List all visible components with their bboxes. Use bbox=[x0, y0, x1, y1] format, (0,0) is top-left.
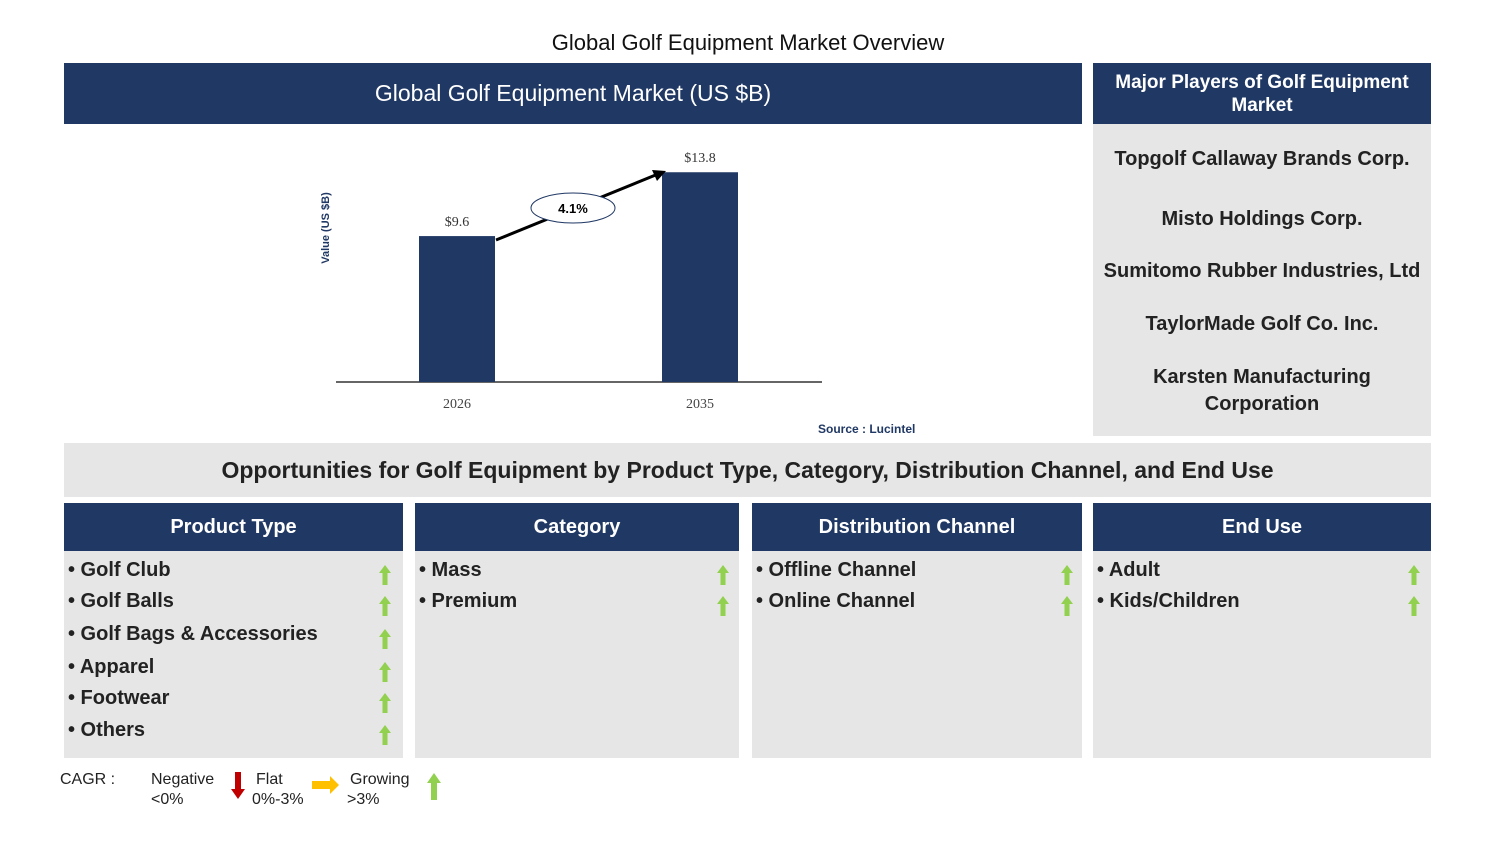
legend-label: CAGR : bbox=[60, 771, 116, 788]
legend-flat-range: 0%-3% bbox=[252, 791, 304, 808]
legend-negative: Negative bbox=[151, 771, 215, 788]
cagr-bubble bbox=[530, 192, 616, 224]
list-item: • Kids/Children bbox=[1097, 590, 1240, 612]
list-item: • Golf Club bbox=[68, 559, 171, 581]
column-header: Distribution Channel bbox=[752, 503, 1082, 551]
list-item: • Online Channel bbox=[756, 590, 916, 612]
x-tick-label: 2035 bbox=[686, 397, 714, 412]
x-tick-label: 2026 bbox=[443, 397, 471, 412]
legend-flat: Flat bbox=[256, 771, 283, 788]
cagr-arrowhead bbox=[652, 170, 666, 181]
bar-2035 bbox=[662, 172, 738, 382]
list-item: • Golf Bags & Accessories bbox=[68, 623, 318, 645]
bar-chart: Value (US $B) $9.6 2026 $13.8 2035 4.1% Sou… bbox=[320, 151, 915, 436]
up-arrow-icon bbox=[427, 773, 441, 800]
column-body: • Golf Club • Golf Balls • Golf Bags & Acc… bbox=[64, 551, 403, 758]
player-item: TaylorMade Golf Co. Inc. bbox=[1145, 313, 1379, 335]
chart-header: Global Golf Equipment Market (US $B) bbox=[64, 63, 1082, 124]
growth-up-arrow-icon bbox=[379, 725, 391, 745]
player-item: Misto Holdings Corp. bbox=[1161, 208, 1363, 230]
source-label: Source : Lucintel bbox=[818, 422, 915, 436]
column-body: • Offline Channel • Online Channel bbox=[752, 551, 1082, 758]
player-item: Sumitomo Rubber Industries, Ltd bbox=[1103, 260, 1421, 282]
column-header: End Use bbox=[1093, 503, 1431, 551]
list-item: • Others bbox=[68, 719, 146, 741]
growth-up-arrow-icon bbox=[1408, 596, 1420, 616]
player-item: Karsten Manufacturing Corporation bbox=[1153, 366, 1371, 415]
column-header: Category bbox=[415, 503, 739, 551]
list-item: • Footwear bbox=[68, 687, 170, 709]
growth-up-arrow-icon bbox=[379, 693, 391, 713]
list-item: • Apparel bbox=[68, 656, 155, 678]
list-item: • Golf Balls bbox=[68, 590, 174, 612]
list-item: • Mass bbox=[419, 559, 482, 581]
growth-up-arrow-icon bbox=[379, 565, 391, 585]
growth-up-arrow-icon bbox=[379, 596, 391, 616]
growth-up-arrow-icon bbox=[1408, 565, 1420, 585]
players-header: Major Players of Golf Equipment Market bbox=[1093, 63, 1431, 124]
legend-growing: Growing bbox=[350, 771, 410, 788]
page-title: Global Golf Equipment Market Overview bbox=[551, 30, 945, 55]
column-body: • Mass • Premium bbox=[415, 551, 739, 758]
growth-up-arrow-icon bbox=[379, 662, 391, 682]
opportunities-banner: Opportunities for Golf Equipment by Prod… bbox=[64, 443, 1431, 497]
growth-up-arrow-icon bbox=[717, 565, 729, 585]
players-list: Topgolf Callaway Brands Corp. Misto Hold… bbox=[1093, 124, 1431, 436]
legend-growing-range: >3% bbox=[347, 791, 380, 808]
down-arrow-icon bbox=[231, 772, 245, 799]
growth-up-arrow-icon bbox=[1061, 596, 1073, 616]
cagr-label: 4.1% bbox=[558, 201, 588, 216]
legend-negative-range: <0% bbox=[151, 791, 184, 808]
list-item: • Adult bbox=[1097, 559, 1160, 581]
column-header: Product Type bbox=[64, 503, 403, 551]
bar-2026 bbox=[419, 236, 495, 382]
growth-up-arrow-icon bbox=[379, 629, 391, 649]
list-item: • Offline Channel bbox=[756, 559, 917, 581]
data-label: $13.8 bbox=[684, 151, 716, 166]
right-arrow-icon bbox=[312, 776, 339, 794]
growth-up-arrow-icon bbox=[1061, 565, 1073, 585]
list-item: • Premium bbox=[419, 590, 518, 612]
data-label: $9.6 bbox=[445, 215, 470, 230]
growth-up-arrow-icon bbox=[717, 596, 729, 616]
y-axis-label: Value (US $B) bbox=[320, 192, 332, 264]
column-body: • Adult • Kids/Children bbox=[1093, 551, 1431, 758]
player-item: Topgolf Callaway Brands Corp. bbox=[1114, 148, 1410, 170]
